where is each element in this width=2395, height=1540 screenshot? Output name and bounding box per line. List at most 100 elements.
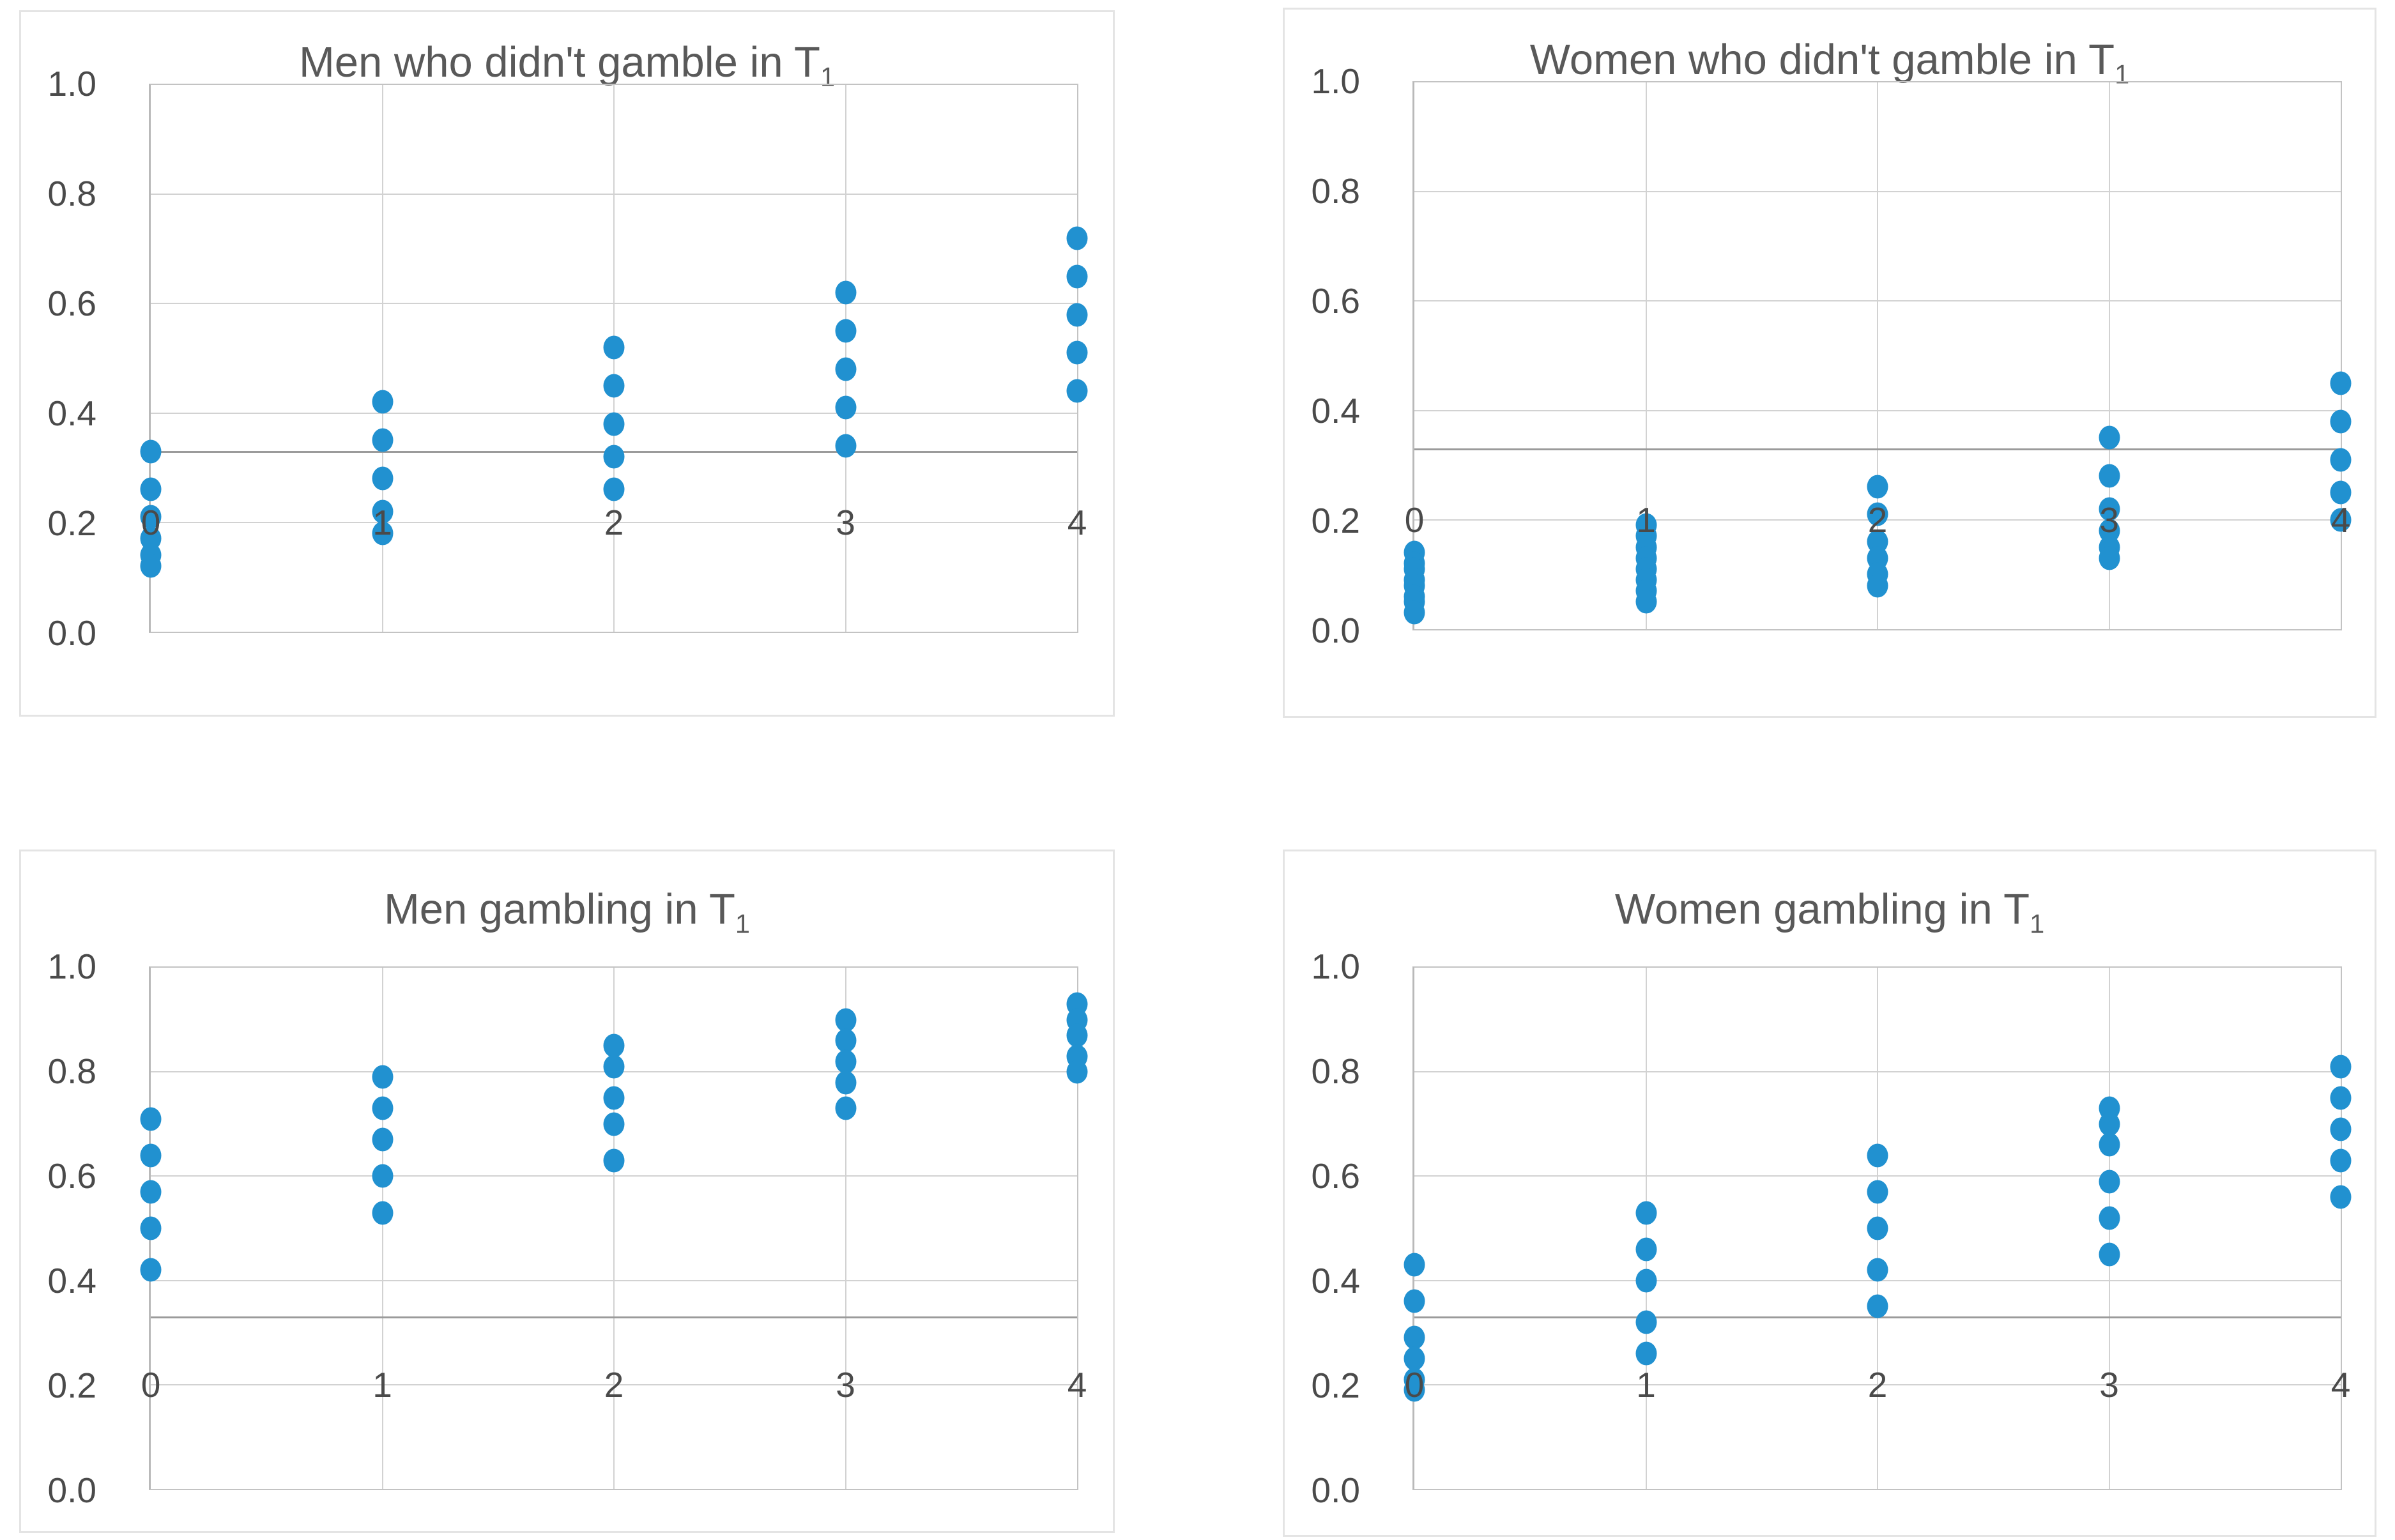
chart-title-subscript: 1 (735, 908, 751, 939)
data-point (1404, 1378, 1425, 1402)
data-point (1867, 1258, 1888, 1282)
chart-title: Men gambling in T1 (21, 885, 1113, 939)
data-point (2330, 448, 2352, 472)
data-point (1066, 1023, 1088, 1048)
data-point (1867, 1294, 1888, 1318)
data-point (603, 1112, 625, 1136)
data-point (372, 521, 393, 545)
data-point (1635, 1201, 1657, 1225)
x-axis-tick-label: 2 (1867, 499, 1888, 540)
y-axis-tick-label: 1.0 (47, 947, 96, 986)
y-axis: 1.0 0.8 0.6 0.4 0.2 0.0 (21, 947, 122, 1510)
gridline-x (845, 968, 846, 1489)
data-point (2330, 480, 2352, 505)
data-point (372, 1065, 393, 1089)
data-point (603, 445, 625, 469)
y-axis-tick-label: 0.8 (47, 174, 96, 213)
reference-line (1414, 448, 2341, 450)
data-point (603, 477, 625, 501)
data-point (2099, 1242, 2120, 1267)
data-point (1066, 226, 1088, 250)
data-point (835, 1049, 856, 1074)
x-axis-tick-label: 2 (604, 1364, 624, 1405)
y-axis-tick-label: 0.0 (47, 1470, 96, 1510)
chart-men-no-gamble-t1[interactable]: Men who didn't gamble in T1 1.0 0.8 0.6 0.4… (19, 10, 1115, 717)
y-axis-tick-label: 0.6 (1311, 281, 1360, 321)
data-point (2330, 1086, 2352, 1110)
x-axis-tick-label: 2 (1867, 1364, 1888, 1405)
chart-title: Women gambling in T1 (1285, 885, 2375, 939)
data-point (372, 1201, 393, 1225)
data-point (1066, 379, 1088, 403)
x-axis-tick-label: 0 (1404, 499, 1425, 540)
gridline-x (381, 85, 383, 632)
data-point (2330, 508, 2352, 532)
data-point (835, 280, 856, 305)
y-axis: 1.0 0.8 0.6 0.4 0.2 0.0 (1285, 947, 1386, 1510)
y-axis-tick-label: 0.2 (1311, 501, 1360, 540)
data-point (140, 1107, 162, 1131)
gridline-x (381, 968, 383, 1489)
reference-line (151, 1316, 1077, 1318)
data-point (2330, 1055, 2352, 1079)
data-point (372, 390, 393, 414)
data-point (1635, 1310, 1657, 1334)
y-axis: 1.0 0.8 0.6 0.4 0.2 0.0 (1285, 61, 1386, 650)
data-point (1066, 264, 1088, 289)
data-point (835, 319, 856, 343)
data-point (372, 499, 393, 524)
x-axis-tick-label: 3 (2099, 1364, 2119, 1405)
data-point (1404, 1325, 1425, 1350)
data-point (372, 428, 393, 452)
data-point (1404, 1346, 1425, 1371)
data-point (1066, 303, 1088, 327)
x-axis-tick-label: 2 (604, 502, 624, 542)
data-point (835, 1008, 856, 1032)
data-point (372, 466, 393, 491)
data-point (2099, 1112, 2120, 1136)
plot-area: 0 1 2 3 4 (1404, 81, 2352, 630)
x-axis-tick-label: 3 (836, 502, 855, 542)
y-axis-tick-label: 0.2 (1311, 1366, 1360, 1405)
data-point (835, 395, 856, 420)
y-axis-tick-label: 0.8 (1311, 171, 1360, 211)
data-point (2099, 497, 2120, 521)
data-point (1404, 1253, 1425, 1277)
data-point (603, 1033, 625, 1058)
x-axis-tick-label: 1 (372, 502, 392, 542)
data-point (2099, 464, 2120, 488)
chart-women-gambling-t1[interactable]: Women gambling in T1 1.0 0.8 0.6 0.4 0.2 0.0 … (1283, 850, 2376, 1537)
data-point (1867, 475, 1888, 499)
data-point (835, 1028, 856, 1053)
y-axis-tick-label: 1.0 (1311, 61, 1360, 101)
y-axis-tick-label: 0.6 (1311, 1156, 1360, 1196)
x-axis-tick-label: 1 (372, 1364, 392, 1405)
data-point (2330, 1117, 2352, 1141)
data-point (2099, 1170, 2120, 1194)
chart-title-text: Women gambling in T (1614, 885, 2030, 933)
x-axis-tick-label: 3 (2099, 499, 2119, 540)
y-axis-tick-label: 0.0 (1311, 611, 1360, 650)
y-axis-tick-label: 1.0 (47, 64, 96, 103)
gridline-x (2108, 82, 2110, 629)
data-point (2330, 371, 2352, 395)
data-point (2099, 1206, 2120, 1230)
data-point (140, 1258, 162, 1282)
y-axis-tick-label: 1.0 (1311, 947, 1360, 986)
data-point (1635, 1341, 1657, 1366)
gridline-x (1645, 968, 1647, 1489)
data-point (603, 1148, 625, 1173)
chart-women-no-gamble-t1[interactable]: Women who didn't gamble in T 1 1.0 0.8 0.6 0… (1283, 8, 2376, 718)
y-axis-tick-label: 0.4 (47, 393, 96, 433)
y-axis-tick-label: 0.6 (47, 1156, 96, 1196)
gridline-x (1645, 82, 1647, 629)
data-point (1635, 1237, 1657, 1262)
plot-area: 0 1 2 3 4 (140, 966, 1088, 1490)
y-axis-tick-label: 0.4 (1311, 391, 1360, 431)
data-point (372, 1096, 393, 1120)
y-axis-tick-label: 0.8 (47, 1051, 96, 1091)
y-axis-tick-label: 0.8 (1311, 1051, 1360, 1091)
x-axis-tick-label: 4 (1067, 502, 1087, 542)
